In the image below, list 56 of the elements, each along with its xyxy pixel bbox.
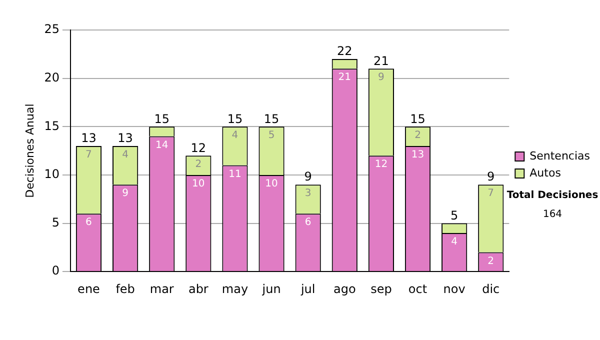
- data-label: 4: [122, 150, 128, 161]
- data-label: 7: [86, 150, 92, 161]
- data-label: 3: [304, 188, 312, 200]
- x-tick-label: feb: [116, 282, 135, 296]
- legend-label: Autos: [530, 166, 562, 180]
- legend-label: Sentencias: [530, 149, 590, 162]
- data-label: 5: [268, 130, 275, 142]
- data-label: 4: [451, 236, 458, 248]
- x-tick-label: mar: [150, 282, 174, 296]
- data-label: 6: [86, 217, 92, 228]
- x-tick-label: abr: [188, 282, 208, 296]
- data-label: 4: [232, 130, 238, 142]
- x-tick-label: jun: [261, 282, 281, 296]
- data-label: 10: [192, 178, 205, 190]
- data-label: 6: [304, 217, 312, 228]
- y-tick-label: 15: [44, 118, 60, 133]
- x-tick-label: oct: [408, 282, 428, 296]
- total-label: 9: [304, 170, 312, 184]
- data-label: 9: [122, 188, 128, 200]
- total-label: 15: [410, 112, 426, 126]
- y-tick-label: 10: [44, 167, 60, 182]
- data-label: 13: [411, 150, 424, 161]
- text: 164: [542, 209, 564, 220]
- x-tick-label: nov: [443, 282, 466, 296]
- x-tick-label: dic: [482, 282, 500, 296]
- annotation: Total Decisiones: [506, 190, 600, 201]
- total-label: 13: [81, 131, 96, 146]
- total-label: 21: [374, 54, 389, 68]
- x-tick-label: sep: [370, 282, 392, 296]
- y-axis-title: Decisiones Anual: [23, 104, 36, 198]
- x-tick-label: ago: [333, 282, 356, 296]
- total-label: 13: [118, 131, 133, 146]
- data-label: 21: [338, 72, 352, 84]
- x-tick-label: jul: [300, 282, 316, 296]
- total-label: 12: [190, 140, 206, 155]
- x-tick-label: ene: [78, 282, 100, 296]
- data-label: 12: [374, 159, 388, 170]
- x-tick-label: may: [222, 282, 248, 296]
- data-label: 2: [414, 130, 421, 142]
- y-tick-label: 25: [44, 22, 60, 36]
- total-label: 5: [450, 208, 458, 222]
- data-label: 10: [265, 178, 278, 190]
- total-label: 22: [337, 44, 352, 58]
- data-label: 2: [488, 256, 494, 267]
- total-label: 9: [487, 170, 495, 184]
- total-label: 15: [264, 112, 280, 126]
- total-label: 15: [227, 112, 243, 126]
- data-label: 7: [488, 188, 494, 200]
- data-label: 9: [378, 72, 384, 84]
- data-label: 11: [228, 168, 242, 180]
- total-label: 15: [154, 112, 170, 126]
- data-label: 14: [155, 140, 168, 151]
- y-tick-label: 5: [52, 215, 60, 230]
- y-tick-label: 20: [44, 70, 60, 84]
- y-tick-label: 0: [52, 264, 60, 278]
- data-label: 2: [195, 159, 202, 170]
